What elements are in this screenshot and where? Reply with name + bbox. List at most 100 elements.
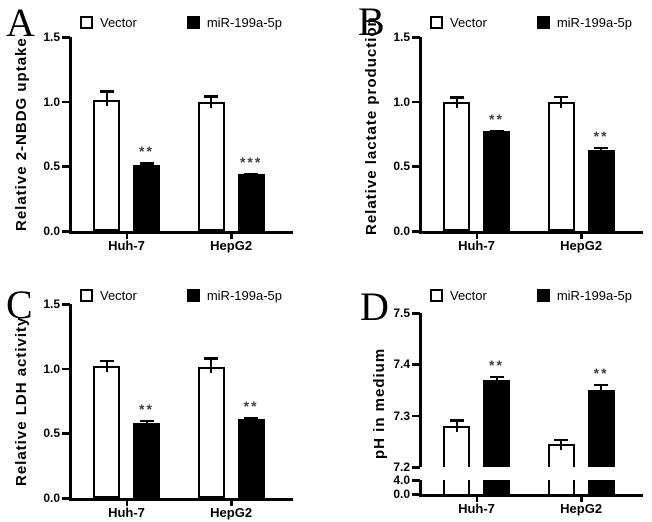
legend-item-vector: Vector — [79, 15, 137, 30]
y-tick — [62, 100, 70, 104]
plot-area: 7.2 7.3 7.4 7.5 4.0 0.0 Huh-7 ** HepG2 ** — [326, 261, 652, 522]
panel-letter: D — [360, 284, 389, 329]
y-tick — [412, 165, 420, 168]
legend-item-mir: miR-199a-5p — [536, 288, 632, 303]
x-axis-line — [419, 494, 643, 497]
significance-stars: ** — [139, 143, 154, 160]
y-tick-label: 0.5 — [43, 426, 60, 441]
panel-letter: A — [6, 0, 35, 45]
y-tick-label: 0.0 — [43, 224, 60, 238]
error-bar-cap — [489, 375, 504, 379]
y-tick — [412, 414, 420, 418]
bar-mir — [483, 131, 510, 231]
vector-swatch-icon — [429, 16, 443, 29]
bar-vector — [547, 101, 575, 231]
plot-area: 0.0 0.5 1.0 1.5 Huh-7 ** HepG2 ** — [0, 261, 326, 522]
legend-item-vector: Vector — [429, 288, 487, 303]
vector-swatch-icon — [79, 16, 93, 29]
legend-item-mir: miR-199a-5p — [186, 288, 282, 303]
y-tick-label: 0.0 — [393, 487, 410, 501]
x-tick — [230, 234, 233, 239]
bar-vector-lower-segment — [443, 480, 470, 494]
y-tick — [412, 312, 420, 315]
x-category-label: HepG2 — [210, 505, 253, 520]
x-axis-line — [69, 498, 293, 501]
x-tick — [580, 497, 583, 502]
significance-stars: ** — [243, 397, 259, 414]
y-tick-label: 1.5 — [43, 297, 60, 311]
legend-label-mir: miR-199a-5p — [556, 288, 632, 303]
y-tick — [412, 36, 420, 39]
y-tick-label: 1.0 — [43, 361, 60, 376]
x-tick — [475, 234, 478, 239]
x-category-label: HepG2 — [210, 238, 253, 253]
x-tick — [580, 234, 583, 239]
error-bar-line — [210, 95, 213, 108]
y-tick — [62, 367, 70, 371]
legend-label-vector: Vector — [99, 288, 137, 303]
y-tick-label: 0.5 — [43, 159, 60, 174]
error-bar-line — [455, 96, 458, 108]
panel-letter: B — [358, 0, 385, 44]
legend-label-mir: miR-199a-5p — [206, 15, 282, 30]
y-tick — [62, 432, 70, 435]
y-tick-label: 7.3 — [393, 408, 410, 423]
error-bar-line — [560, 95, 563, 108]
y-tick-label: 0.0 — [393, 224, 410, 238]
panel-B: B Vector miR-199a-5p Relative lactate pr… — [326, 0, 652, 261]
plot-area: 0.0 0.5 1.0 1.5 Huh-7 ** HepG2 *** — [0, 0, 326, 261]
error-bar-cap — [139, 419, 154, 423]
legend-label-vector: Vector — [449, 15, 487, 30]
significance-stars: *** — [239, 153, 263, 170]
x-category-label: Huh-7 — [108, 238, 145, 253]
panel-A: A Vector miR-199a-5p Relative 2-NBDG upt… — [0, 0, 326, 261]
bar-vector — [197, 367, 225, 498]
error-bar-line — [250, 416, 253, 426]
error-bar-cap — [594, 146, 609, 150]
mir-swatch-icon — [536, 16, 550, 29]
bar-vector — [443, 101, 470, 231]
y-tick — [412, 479, 420, 482]
x-category-label: HepG2 — [560, 238, 603, 253]
x-tick — [475, 497, 478, 502]
error-bar-line — [600, 383, 603, 396]
error-bar-line — [105, 359, 108, 373]
y-tick-label: 7.4 — [393, 357, 410, 372]
error-bar-cap — [244, 172, 259, 176]
bar-vector — [443, 425, 470, 467]
y-tick — [412, 466, 420, 469]
x-tick — [125, 234, 128, 239]
bar-vector — [197, 101, 225, 231]
vector-swatch-icon — [429, 289, 443, 302]
error-bar-cap — [554, 95, 569, 99]
y-tick-label: 4.0 — [393, 473, 410, 487]
bar-mir-lower-segment — [483, 480, 510, 494]
significance-stars: ** — [593, 364, 609, 381]
y-tick — [62, 230, 70, 233]
y-tick — [62, 497, 70, 500]
significance-stars: ** — [593, 127, 609, 144]
panel-letter: C — [6, 282, 33, 327]
error-bar-cap — [449, 419, 464, 422]
y-tick — [412, 493, 420, 496]
y-tick — [412, 100, 420, 104]
x-category-label: Huh-7 — [458, 238, 495, 253]
legend-label-mir: miR-199a-5p — [556, 15, 632, 30]
legend: Vector miR-199a-5p — [422, 288, 640, 303]
error-bar-cap — [99, 90, 114, 93]
bar-mir — [237, 419, 265, 498]
y-tick-label: 1.5 — [393, 30, 410, 44]
error-bar-cap — [244, 416, 259, 420]
y-tick-label: 7.5 — [393, 306, 410, 320]
error-bar-line — [250, 172, 253, 181]
error-bar-cap — [204, 357, 219, 360]
error-bar-line — [495, 130, 498, 138]
x-category-label: Huh-7 — [458, 501, 495, 516]
legend-item-vector: Vector — [79, 288, 137, 303]
y-tick-label: 1.0 — [43, 94, 60, 109]
y-axis-line — [69, 304, 72, 498]
error-bar-cap — [594, 383, 609, 387]
significance-stars: ** — [139, 400, 154, 417]
y-axis-line — [419, 37, 422, 231]
y-tick-label: 1.5 — [43, 30, 60, 44]
